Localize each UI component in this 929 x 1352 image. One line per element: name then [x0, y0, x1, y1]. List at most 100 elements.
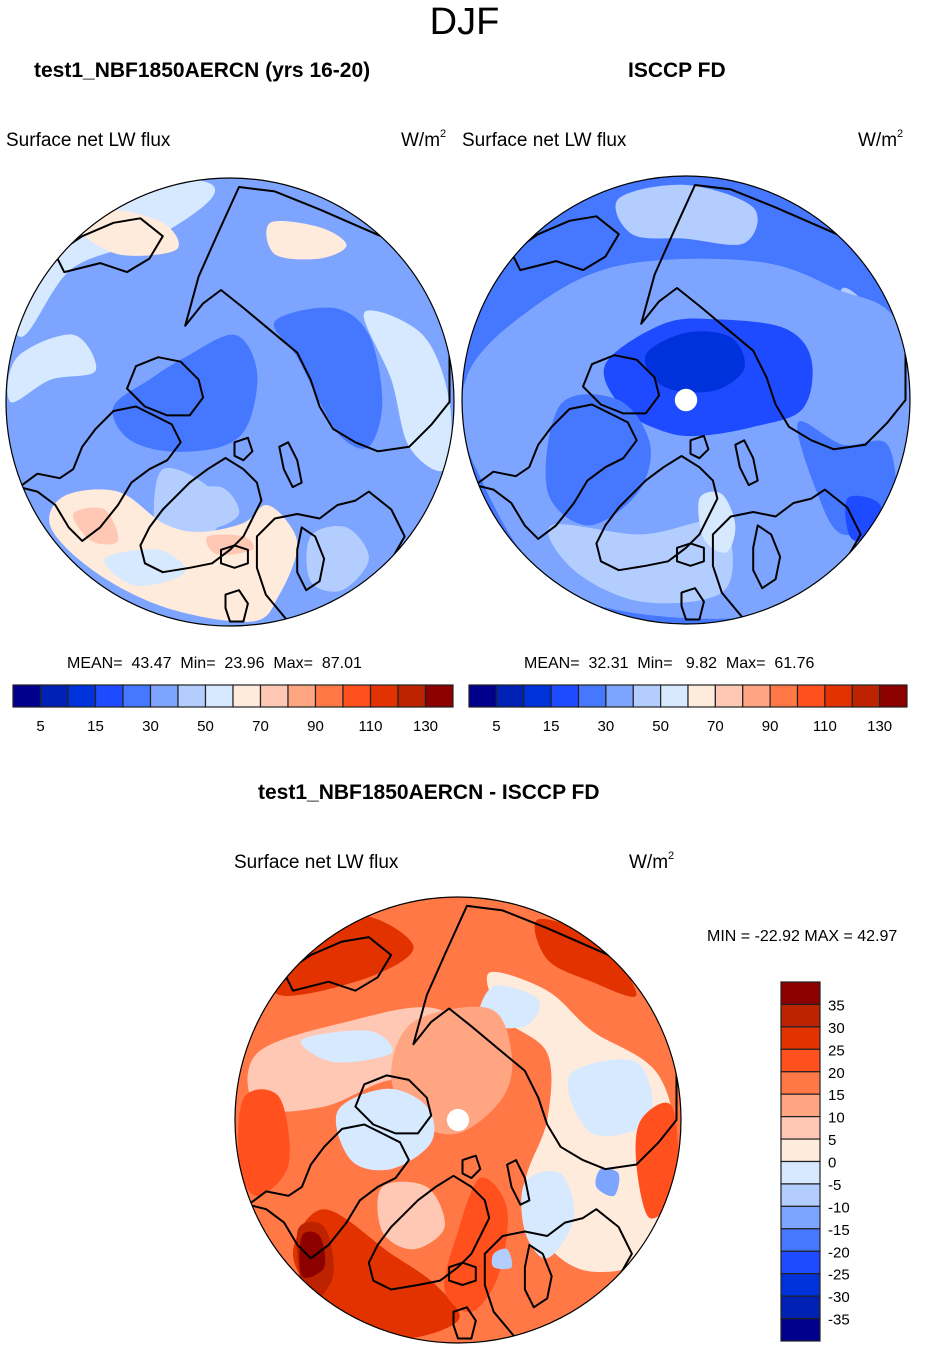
colorbar-box: [780, 1048, 821, 1073]
mean-label: MEAN=: [67, 655, 123, 672]
colorbar-box: [742, 684, 771, 708]
map-boundary: [234, 896, 682, 1344]
map-boundary: [5, 177, 455, 627]
colorbar-box: [39, 684, 69, 708]
contour-region: [206, 534, 254, 556]
colorbar-box: [714, 684, 744, 708]
coastline-alaska: [283, 936, 393, 992]
colorbar-box: [577, 684, 607, 708]
colorbar-box: [67, 684, 97, 708]
colorbar-model: 5 15 30 50 70 90 110 130: [12, 684, 454, 735]
colorbar-box: [780, 1093, 821, 1118]
colorbar-box: [780, 1273, 821, 1297]
units-exponent: 2: [897, 128, 904, 140]
colorbar-box: [660, 684, 689, 708]
variable-label-obs: Surface net LW flux: [462, 130, 627, 151]
colorbar-box: [780, 1116, 821, 1140]
colorbar-tick-label: 25: [828, 1042, 845, 1059]
stats-obs: MEAN= 32.31 Min= 9.82 Max= 61.76: [524, 654, 814, 674]
colorbar-tick-label: 15: [828, 1087, 845, 1104]
colorbar-obs: 5 15 30 50 70 90 110 130: [468, 684, 908, 735]
units-base: W/m: [858, 130, 898, 151]
stats-model: MEAN= 43.47 Min= 23.96 Max= 87.01: [67, 654, 362, 674]
coastline-alaska: [54, 217, 164, 274]
colorbar-box: [149, 684, 179, 708]
coastline-britain: [680, 587, 705, 621]
colorbar-box: [879, 684, 908, 708]
colorbar-box: [287, 684, 317, 708]
colorbar-tick-label: -15: [828, 1222, 850, 1239]
colorbar-tick-label: 30: [598, 718, 615, 735]
colorbar-box: [632, 684, 662, 708]
contour-region: [266, 221, 347, 260]
colorbar-tick-label: 0: [828, 1155, 836, 1172]
min-value: 23.96: [224, 655, 265, 672]
colorbar-box: [687, 684, 716, 708]
min-label: Min=: [180, 655, 216, 672]
mean-label: MEAN=: [524, 655, 580, 672]
coastline-scandinavia: [296, 526, 326, 592]
contour-region: [548, 520, 733, 604]
missing-data-pole: [446, 1108, 470, 1132]
contour-region: [698, 491, 736, 553]
colorbar-tick-label: 30: [828, 1020, 845, 1037]
colorbar-box: [780, 1228, 821, 1252]
contour-region: [595, 1168, 620, 1197]
contour-region: [273, 307, 383, 449]
colorbar-box: [232, 684, 262, 708]
coastline-scandinavia: [752, 524, 782, 590]
colorbar-box: [780, 981, 821, 1006]
contour-region: [112, 334, 258, 452]
contour-region: [567, 1059, 653, 1137]
colorbar-tick-label: 50: [652, 718, 669, 735]
contour-region: [377, 1181, 445, 1250]
colorbar-box: [796, 684, 826, 708]
colorbar-tick-label: 70: [252, 718, 269, 735]
coastline-alaska: [510, 215, 620, 272]
colorbar-box: [780, 1205, 821, 1230]
colorbar-box: [397, 684, 427, 708]
coastline-novaya: [278, 441, 303, 489]
contour-region: [491, 1248, 513, 1270]
max-value: 87.01: [321, 655, 362, 672]
min-label: Min=: [637, 655, 673, 672]
coastline-canada: [18, 405, 182, 542]
colorbar-box: [851, 684, 881, 708]
colorbar-tick-label: 110: [359, 718, 383, 735]
colorbar-tick-label: 35: [828, 997, 845, 1014]
colorbar-tick-label: 10: [828, 1110, 845, 1127]
coastline-novaya: [734, 439, 759, 487]
units-label-diff: W/m2: [629, 851, 674, 875]
colorbar-box: [780, 1250, 821, 1275]
contour-region: [521, 1171, 575, 1259]
contour-region: [300, 1030, 393, 1063]
min-value: 9.82: [685, 655, 718, 672]
coastline-greenland: [367, 1174, 491, 1291]
contour-region: [299, 1231, 326, 1278]
units-exponent: 2: [668, 850, 675, 862]
map-diff: [234, 896, 682, 1344]
coastlines: [18, 186, 451, 623]
colorbar-box: [605, 684, 634, 708]
colorbar-box: [369, 684, 399, 708]
units-exponent: 2: [440, 128, 447, 140]
coastline-svalbard: [689, 434, 710, 460]
units-label-obs: W/m2: [858, 129, 903, 153]
colorbar-tick-label: 110: [813, 718, 837, 735]
colorbar-box: [424, 684, 454, 708]
colorbar-box: [468, 684, 497, 708]
coastlines: [474, 184, 907, 621]
contour-region: [615, 184, 758, 245]
figure-title: DJF: [429, 1, 500, 43]
contour-region: [104, 549, 186, 587]
max-label: Max=: [725, 655, 766, 672]
colorbar-box: [122, 684, 152, 708]
coastline-svalbard: [461, 1154, 482, 1179]
contour-region: [534, 918, 637, 997]
contour-region: [306, 525, 369, 592]
coastline-archipelago: [354, 1074, 433, 1135]
coastline-canada: [247, 1123, 410, 1260]
colorbar-box: [780, 1295, 821, 1320]
colorbar-tick-label: -25: [828, 1267, 850, 1284]
colorbar-tick-label: -35: [828, 1312, 850, 1329]
